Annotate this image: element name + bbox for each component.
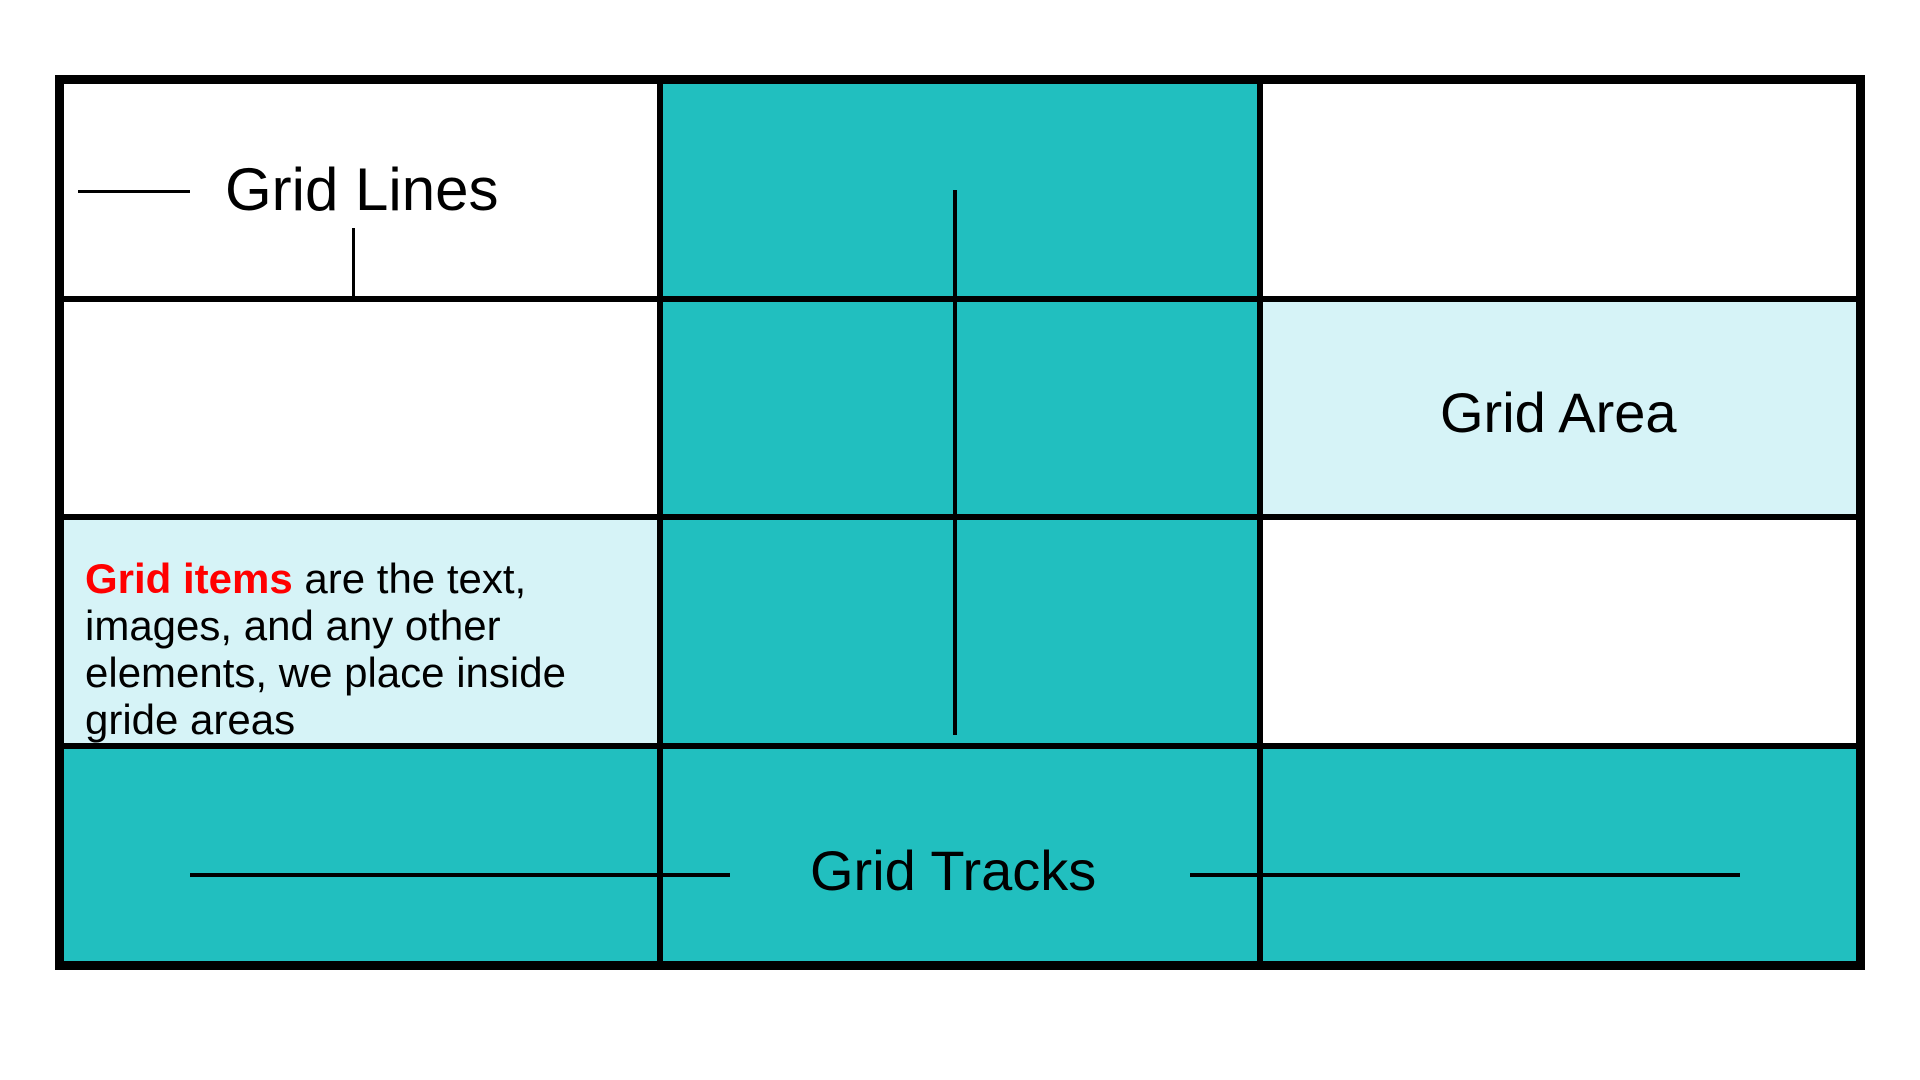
grid-area-label: Grid Area [1440,380,1677,445]
vertical-track-marker [953,190,957,735]
diagram-canvas: Grid Lines Grid Area Grid items are the … [0,0,1920,1080]
grid-items-highlight: Grid items [85,555,293,602]
grid-cell [61,746,660,964]
grid-cell [61,299,660,517]
grid-tracks-tick-right [1190,873,1740,877]
grid-lines-label: Grid Lines [225,155,498,224]
grid-cell [1260,517,1859,746]
grid-tracks-label: Grid Tracks [810,838,1096,903]
grid-lines-tick-left [78,190,190,193]
grid-lines-tick-down [352,228,355,300]
grid-cell [1260,746,1859,964]
grid-items-paragraph: Grid items are the text, images, and any… [85,555,635,743]
grid-cell [1260,81,1859,299]
grid-cell [660,299,1259,517]
grid-cell [660,517,1259,746]
grid-cell [660,81,1259,299]
grid-tracks-tick-left [190,873,730,877]
